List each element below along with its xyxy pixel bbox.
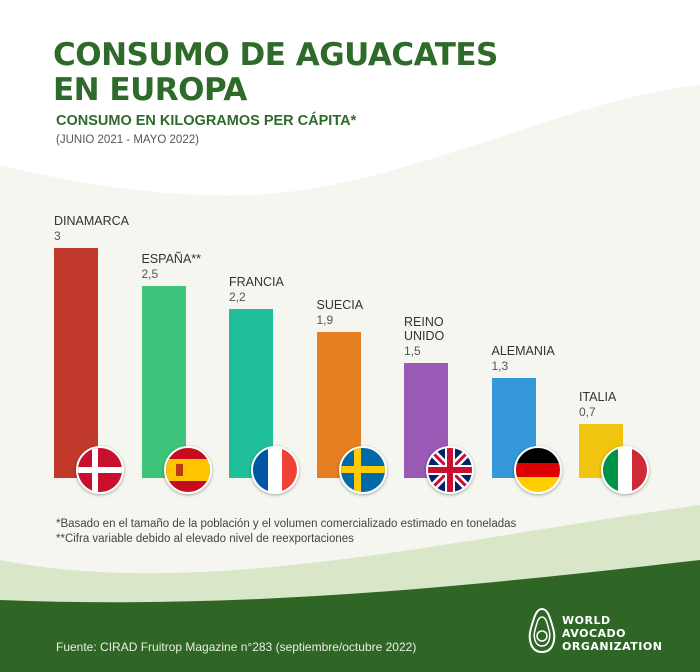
avocado-logo-icon	[528, 607, 556, 654]
title-line-2: EN EUROPA	[53, 72, 247, 108]
footnotes: *Basado en el tamaño de la población y e…	[56, 517, 516, 547]
logo-wordmark: WORLD AVOCADO ORGANIZATION	[562, 614, 662, 653]
category-label: FRANCIA	[229, 275, 284, 290]
value-label: 2,2	[229, 290, 246, 305]
source-text: Fuente: CIRAD Fruitrop Magazine n°283 (s…	[56, 640, 417, 654]
category-label: SUECIA	[316, 298, 364, 313]
logo-line-1: WORLD	[562, 614, 611, 627]
chart-subtitle: CONSUMO EN KILOGRAMOS PER CÁPITA*	[56, 113, 357, 129]
logo-line-2: AVOCADO	[562, 627, 627, 640]
category-label: REINO UNIDO	[404, 315, 445, 343]
chart-period: (JUNIO 2021 - MAYO 2022)	[56, 134, 199, 146]
title-line-1: CONSUMO DE AGUACATES	[53, 37, 498, 73]
spain-flag-icon	[163, 446, 212, 494]
logo-line-3: ORGANIZATION	[562, 640, 663, 653]
bar	[54, 248, 98, 478]
category-label: ITALIA	[579, 390, 617, 405]
category-label: DINAMARCA	[54, 214, 130, 228]
category-label: ALEMANIA	[491, 344, 555, 359]
value-label: 2,5	[141, 267, 159, 282]
footnote-2: **Cifra variable debido al elevado nivel…	[56, 533, 354, 545]
category-label: ESPAÑA**	[141, 252, 202, 267]
value-label: 0,7	[579, 405, 596, 420]
chart-title: CONSUMO DE AGUACATES EN EUROPA	[53, 38, 498, 108]
france-flag-icon	[251, 446, 299, 494]
denmark-flag-icon	[76, 446, 124, 494]
value-label: 1,3	[491, 359, 509, 374]
footer-green-wave	[0, 560, 700, 672]
footnote-1: *Basado en el tamaño de la población y e…	[56, 518, 517, 530]
value-label: 3	[54, 229, 61, 243]
wao-logo: WORLD AVOCADO ORGANIZATION	[526, 606, 676, 662]
value-label: 1,5	[404, 344, 421, 358]
value-label: 1,9	[316, 313, 334, 328]
germany-flag-icon	[513, 446, 562, 494]
italy-flag-icon	[601, 446, 649, 494]
bar	[141, 286, 186, 478]
united-kingdom-flag-icon	[426, 446, 474, 494]
sweden-flag-icon	[338, 446, 387, 494]
top-white-swoosh	[0, 0, 700, 196]
